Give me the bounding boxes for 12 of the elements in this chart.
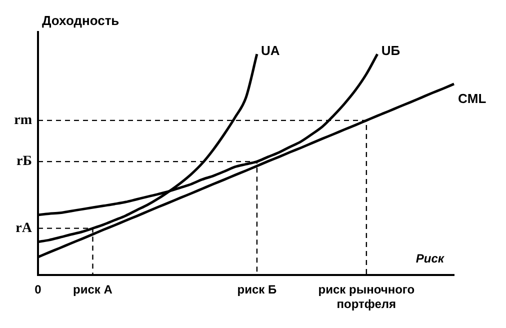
text: rA (16, 220, 33, 236)
series-label: CML (458, 91, 486, 106)
x-tick-label: риск Б (237, 282, 277, 297)
y-axis-title: Доходность (42, 13, 120, 28)
series-label: UA (260, 43, 280, 58)
series-label: UБ (381, 43, 400, 58)
text: rm (14, 113, 32, 128)
x-tick-label: риск рыночного портфеля (318, 282, 415, 312)
text: rБ (16, 154, 32, 170)
x-tick-label: 0 (34, 282, 42, 297)
x-axis-title: Риск (416, 252, 445, 266)
x-tick-label: риск А (73, 282, 113, 297)
